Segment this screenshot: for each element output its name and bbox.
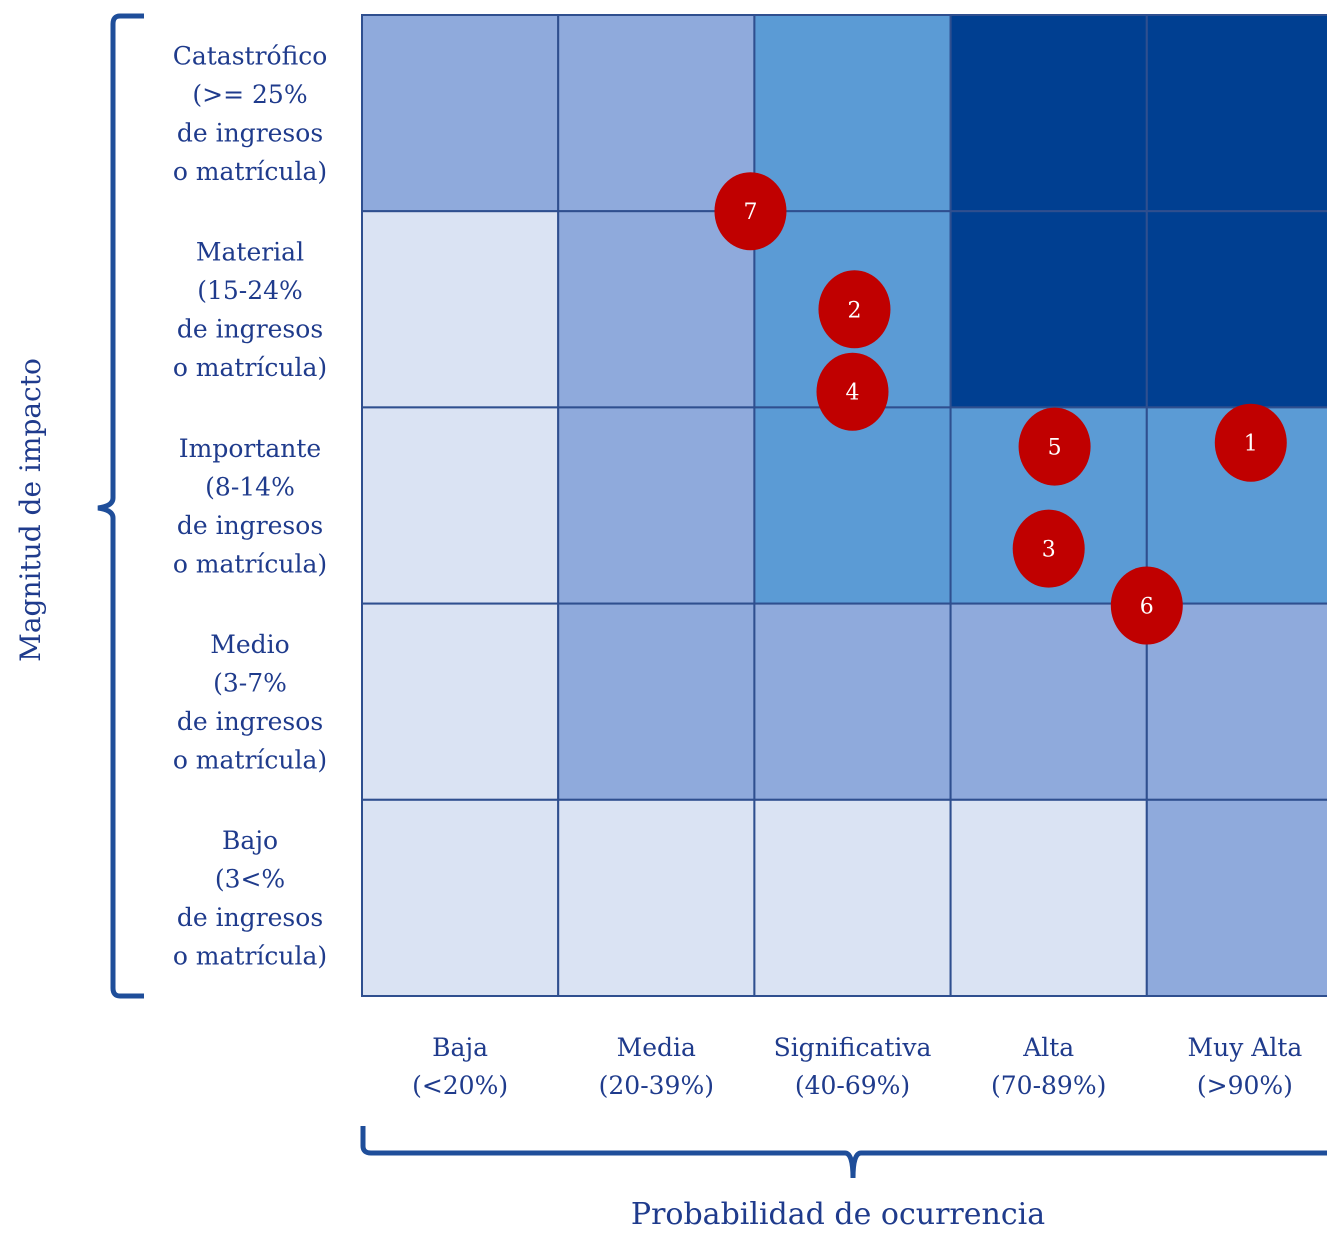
heatmap-cell-r4-c4 — [949, 602, 1148, 801]
impact-label-5: Bajo (3<% de ingresos o matrícula) — [173, 826, 327, 971]
heatmap-cell-r1-c5 — [1145, 14, 1327, 213]
risk-marker-circle — [1110, 566, 1183, 645]
risk-marker-label: 3 — [1042, 538, 1056, 563]
heatmap-cell-r5-c3 — [753, 798, 952, 997]
risk-marker-label: 7 — [743, 200, 757, 225]
heatmap-cell-r5-c1 — [361, 798, 560, 997]
heatmap-cell-r4-c5 — [1145, 602, 1327, 801]
risk-marker-circle — [1018, 407, 1091, 486]
y-axis-brace — [97, 13, 144, 999]
heatmap-grid — [361, 14, 1327, 997]
heatmap-cell-r4-c3 — [753, 602, 952, 801]
risk-marker-label: 2 — [847, 298, 861, 323]
probability-label-4: Alta (70-89%) — [991, 1033, 1106, 1100]
probability-level-labels: Baja (<20%) Media (20-39%) Significativa (40-… — [412, 1033, 1302, 1100]
heatmap-cell-r4-c1 — [361, 602, 560, 801]
heatmap-cell-r1-c3 — [753, 14, 952, 213]
heatmap-cell-r2-c1 — [361, 210, 560, 409]
heatmap-cell-r2-c4 — [949, 210, 1148, 409]
risk-markers: 1 2 3 4 5 6 7 — [714, 172, 1287, 645]
heatmap-cell-r5-c2 — [557, 798, 756, 997]
heatmap-cell-r3-c2 — [557, 406, 756, 605]
risk-marker-circle — [1012, 509, 1085, 588]
risk-marker-label: 4 — [846, 381, 860, 406]
impact-label-1: Catastrófico (>= 25% de ingresos o matrícul… — [173, 41, 328, 186]
heatmap-cell-r2-c2 — [557, 210, 756, 409]
impact-label-2: Material (15-24% de ingresos o matrícula) — [173, 238, 327, 383]
y-axis-title: Magnitud de impacto — [14, 358, 47, 662]
risk-marker-label: 6 — [1140, 595, 1154, 620]
risk-marker-2[interactable]: 2 — [818, 270, 891, 349]
risk-marker-circle — [714, 172, 787, 251]
heatmap-cell-r2-c5 — [1145, 210, 1327, 409]
risk-marker-5[interactable]: 5 — [1018, 407, 1091, 486]
probability-label-2: Media (20-39%) — [599, 1033, 714, 1100]
heatmap-cell-r1-c4 — [949, 14, 1148, 213]
heatmap-cell-r3-c3 — [753, 406, 952, 605]
risk-marker-4[interactable]: 4 — [816, 352, 889, 431]
heatmap-cell-r3-c1 — [361, 406, 560, 605]
impact-label-3: Importante (8-14% de ingresos o matrícula) — [173, 434, 327, 579]
risk-marker-3[interactable]: 3 — [1012, 509, 1085, 588]
risk-marker-circle — [818, 270, 891, 349]
heatmap-cell-r5-c4 — [949, 798, 1148, 997]
risk-marker-circle — [1214, 403, 1287, 482]
x-axis-brace — [360, 1126, 1327, 1179]
heatmap-cell-r1-c1 — [361, 14, 560, 213]
risk-marker-6[interactable]: 6 — [1110, 566, 1183, 645]
probability-label-1: Baja (<20%) — [412, 1033, 508, 1100]
risk-marker-7[interactable]: 7 — [714, 172, 787, 251]
impact-level-labels: Catastrófico (>= 25% de ingresos o matrícul… — [173, 41, 328, 970]
heatmap-cell-r1-c2 — [557, 14, 756, 213]
heatmap-cell-r5-c5 — [1145, 798, 1327, 997]
x-axis-title: Probabilidad de ocurrencia — [631, 1197, 1045, 1232]
risk-marker-label: 5 — [1048, 436, 1062, 461]
probability-label-3: Significativa (40-69%) — [774, 1033, 932, 1100]
risk-marker-circle — [816, 352, 889, 431]
risk-marker-1[interactable]: 1 — [1214, 403, 1287, 482]
impact-label-4: Medio (3-7% de ingresos o matrícula) — [173, 630, 327, 775]
heatmap-cell-r4-c2 — [557, 602, 756, 801]
probability-label-5: Muy Alta (>90%) — [1188, 1033, 1303, 1100]
risk-marker-label: 1 — [1244, 432, 1258, 457]
